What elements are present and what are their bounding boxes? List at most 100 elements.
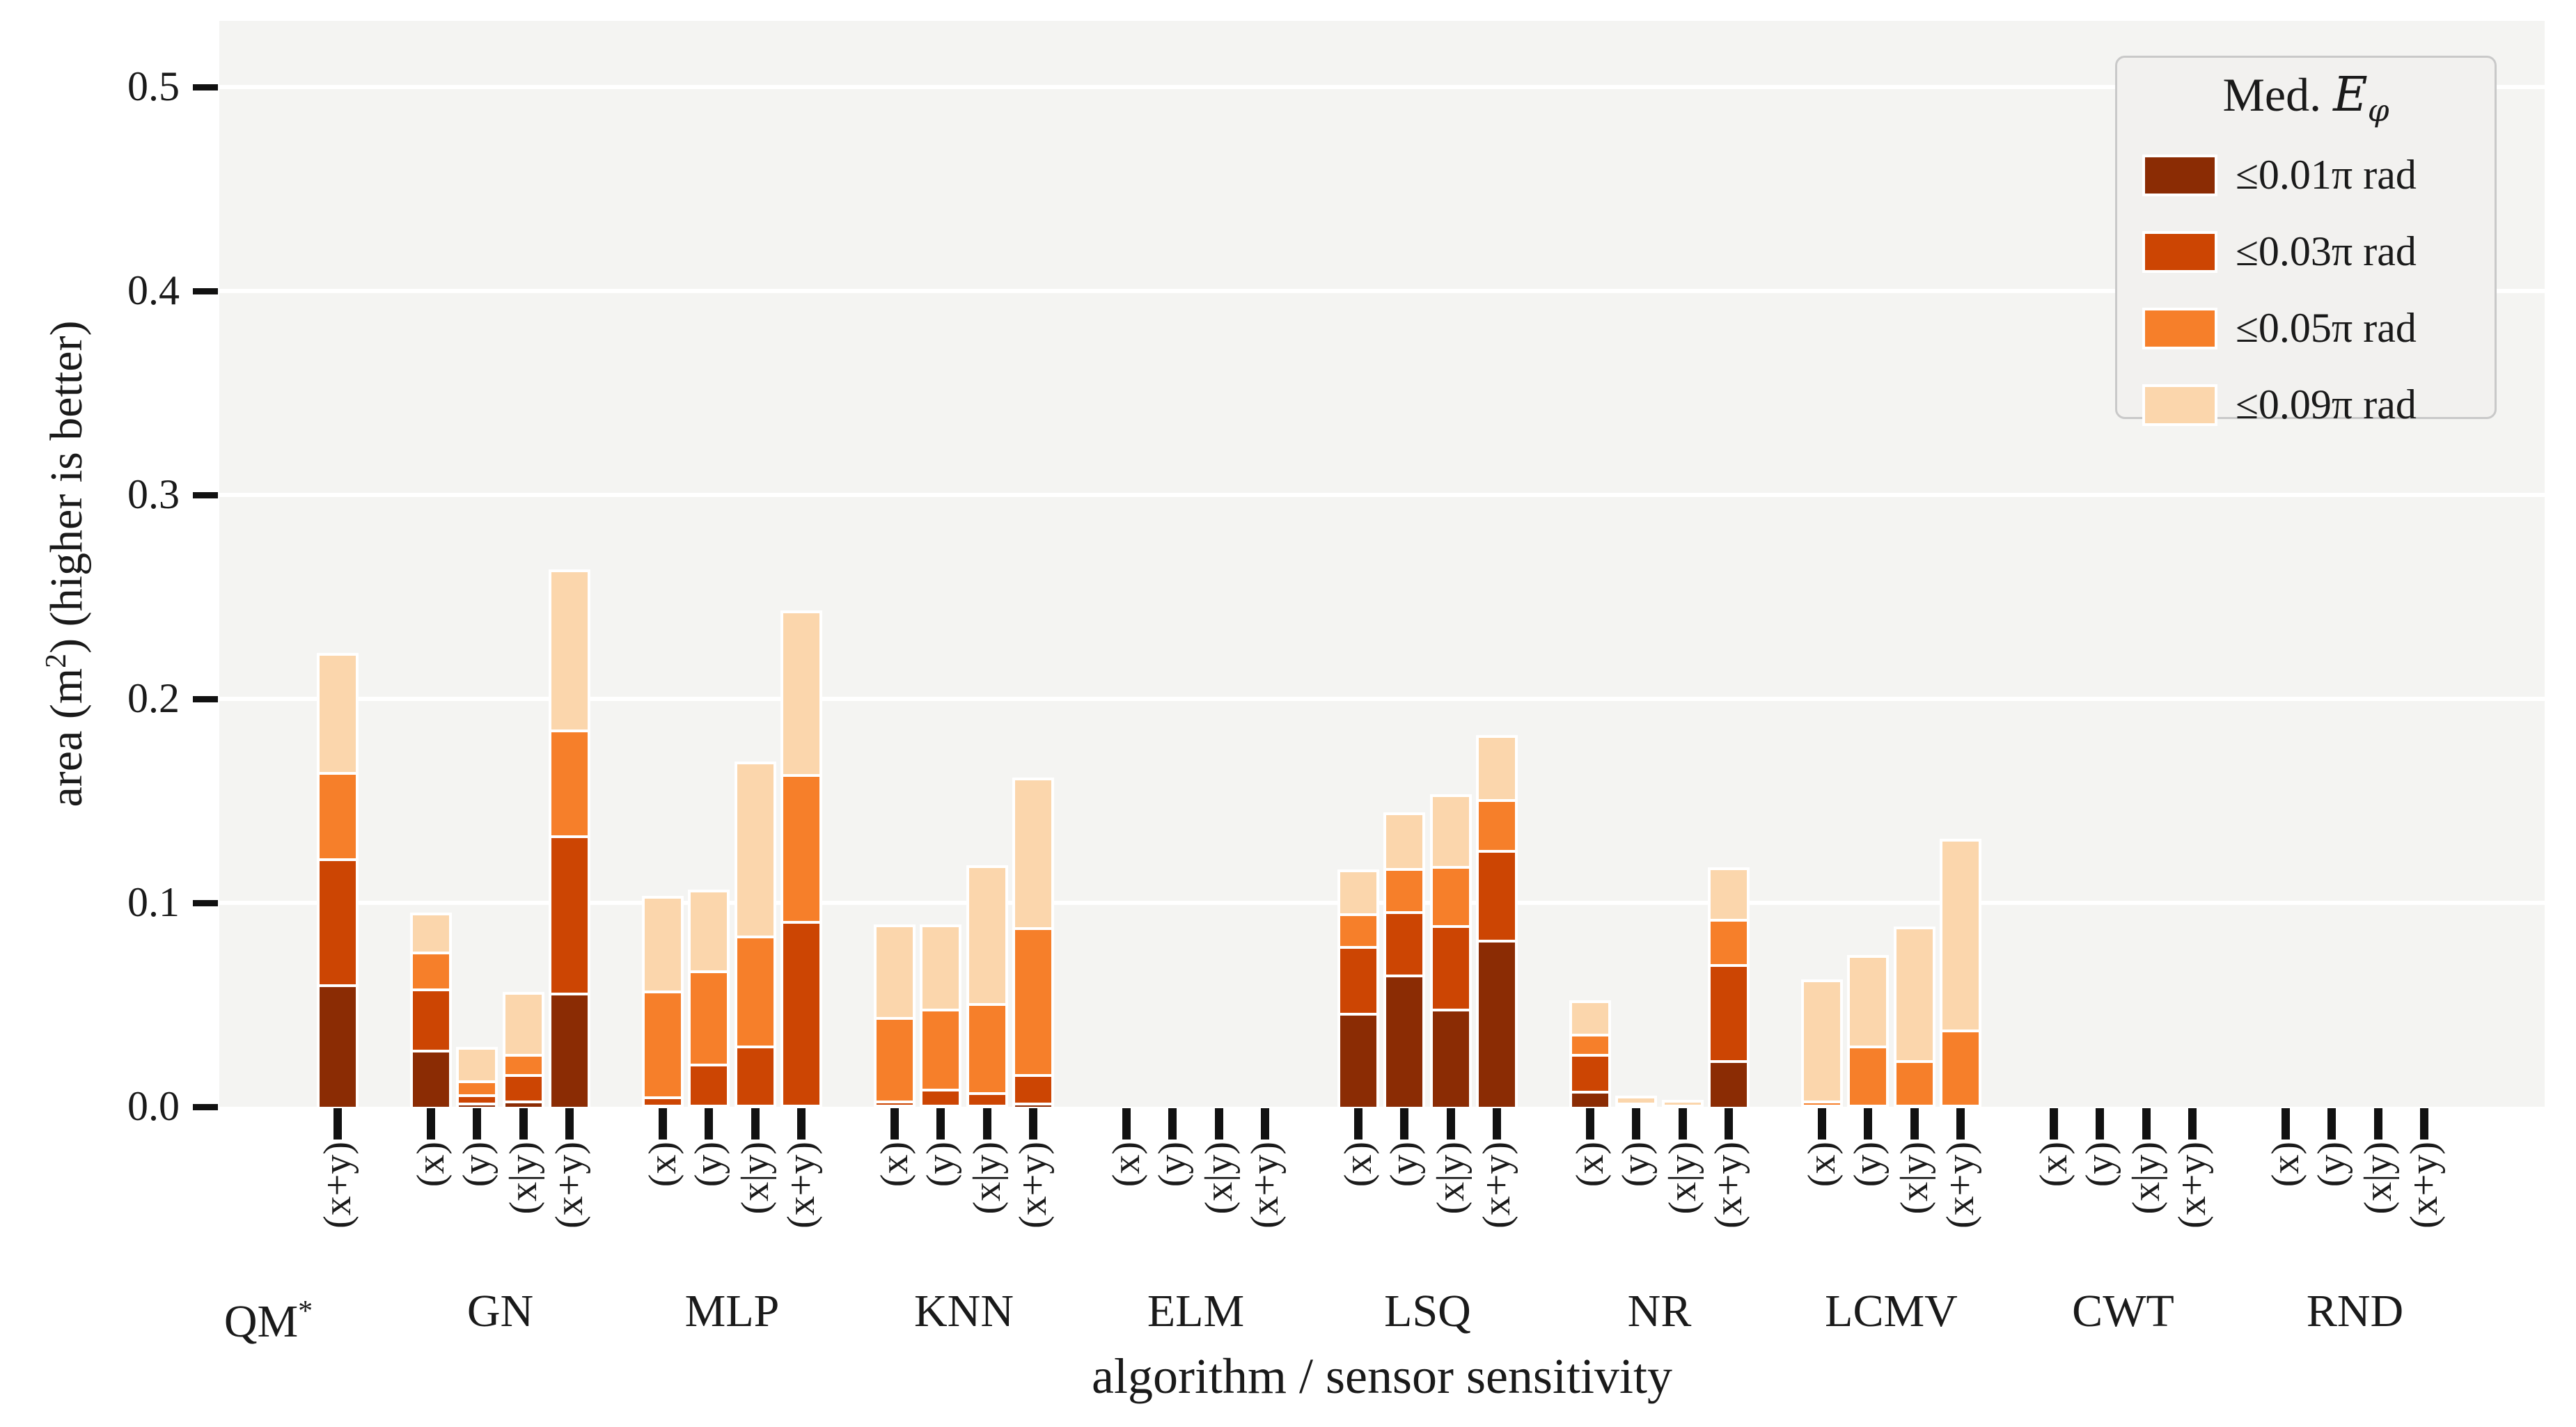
bar-segment bbox=[1383, 812, 1426, 872]
group-label: RND bbox=[2306, 1286, 2404, 1337]
bar-segment bbox=[688, 1102, 730, 1110]
legend-swatch bbox=[2142, 307, 2217, 349]
x-axis-tick bbox=[1353, 1108, 1362, 1140]
bar-segment bbox=[1569, 1030, 1611, 1057]
x-axis-tick bbox=[1585, 1108, 1594, 1140]
legend-entry: ≤0.05π rad bbox=[2117, 290, 2495, 367]
y-axis-tick bbox=[193, 492, 218, 498]
bar-segment bbox=[966, 1000, 1008, 1096]
y-axis-tick-label: 0.3 bbox=[127, 471, 180, 517]
y-axis-tick-label: 0.0 bbox=[127, 1083, 180, 1129]
gridline bbox=[219, 493, 2545, 497]
legend-swatch bbox=[2142, 230, 2217, 273]
y-axis-tick-label: 0.2 bbox=[127, 675, 180, 721]
bar-segment bbox=[317, 981, 359, 1110]
bar-segment bbox=[1429, 794, 1472, 869]
bar-segment bbox=[920, 924, 962, 1012]
x-axis-tick bbox=[936, 1108, 945, 1140]
bar-segment bbox=[1615, 1096, 1658, 1106]
bar-segment bbox=[456, 1100, 498, 1110]
legend-entries: ≤0.01π rad ≤0.03π rad ≤0.05π rad ≤0.09π rad bbox=[2117, 137, 2495, 443]
bar-segment bbox=[920, 1006, 962, 1091]
bar-segment bbox=[1615, 1102, 1658, 1110]
x-axis-tick bbox=[2142, 1108, 2151, 1140]
bar-segment bbox=[456, 1091, 498, 1106]
bar-segment bbox=[1847, 1043, 1890, 1108]
x-axis-tick bbox=[2327, 1108, 2337, 1140]
x-axis-tick bbox=[2096, 1108, 2105, 1140]
group-label: GN bbox=[466, 1286, 534, 1337]
bar-segment bbox=[734, 761, 776, 938]
bar-segment bbox=[641, 1102, 684, 1110]
group-label: MLP bbox=[684, 1286, 780, 1337]
bar-segment bbox=[1476, 796, 1518, 853]
x-axis-tick bbox=[1910, 1108, 1919, 1140]
bar-segment bbox=[502, 1098, 544, 1110]
bar-segment bbox=[409, 949, 452, 992]
bar-segment bbox=[502, 991, 544, 1057]
bar-segment bbox=[641, 987, 684, 1100]
legend-title-sub: φ bbox=[2367, 93, 2389, 129]
legend-title-prefix: Med. bbox=[2222, 68, 2322, 121]
x-axis-tick bbox=[705, 1108, 714, 1140]
bar-segment bbox=[1708, 867, 1750, 922]
y-axis-tick-label: 0.4 bbox=[127, 267, 180, 313]
group-label: KNN bbox=[914, 1286, 1014, 1337]
gridline bbox=[219, 289, 2545, 293]
bar-segment bbox=[873, 1102, 916, 1110]
bar-segment bbox=[1012, 778, 1055, 931]
x-axis-tick bbox=[1632, 1108, 1641, 1140]
x-axis-tick bbox=[333, 1108, 343, 1140]
x-axis-tick bbox=[1864, 1108, 1873, 1140]
bar-segment bbox=[1383, 865, 1426, 914]
group-label: LCMV bbox=[1825, 1286, 1958, 1337]
bar-segment bbox=[1847, 955, 1890, 1049]
bar-segment bbox=[1708, 1057, 1750, 1110]
y-axis-tick bbox=[193, 84, 218, 90]
bar-segment bbox=[734, 1043, 776, 1108]
bar-segment bbox=[1569, 1087, 1611, 1110]
group-label: ELM bbox=[1147, 1286, 1245, 1337]
bar-segment bbox=[1429, 863, 1472, 929]
bar-segment bbox=[780, 771, 823, 924]
bar-segment bbox=[1800, 1102, 1843, 1110]
x-axis-tick bbox=[1678, 1108, 1687, 1140]
bar-segment bbox=[409, 986, 452, 1052]
legend-title: Med. Eφ bbox=[2117, 69, 2495, 137]
bar-segment bbox=[641, 896, 684, 993]
bar-segment bbox=[502, 1050, 544, 1078]
bar-segment bbox=[780, 1102, 823, 1110]
bar-segment bbox=[1940, 1026, 1982, 1108]
bar-segment bbox=[1708, 916, 1750, 967]
bar-segment bbox=[1012, 1071, 1055, 1106]
x-axis-tick bbox=[2281, 1108, 2290, 1140]
legend-entry-label: ≤0.01π rad bbox=[2236, 152, 2417, 198]
x-axis-tick bbox=[2420, 1108, 2429, 1140]
bar-segment bbox=[1337, 1010, 1379, 1110]
bar-segment bbox=[1337, 943, 1379, 1016]
legend-swatch bbox=[2142, 154, 2217, 196]
group-label: CWT bbox=[2072, 1286, 2174, 1337]
bar-segment bbox=[549, 833, 591, 995]
x-axis-title: algorithm / sensor sensitivity bbox=[1092, 1348, 1672, 1404]
x-axis-tick bbox=[1029, 1108, 1038, 1140]
bar-segment bbox=[549, 569, 591, 732]
bar-segment bbox=[873, 1098, 916, 1107]
x-axis-tick bbox=[982, 1108, 991, 1140]
bar-segment bbox=[1940, 839, 1982, 1032]
bar-segment bbox=[780, 610, 823, 778]
bar-segment bbox=[549, 726, 591, 839]
bar-segment bbox=[920, 1102, 962, 1110]
bar-segment bbox=[780, 918, 823, 1108]
bar-segment bbox=[1429, 922, 1472, 1012]
bar-segment bbox=[409, 1046, 452, 1110]
bar-segment bbox=[734, 1102, 776, 1110]
y-axis-tick bbox=[193, 900, 218, 906]
bar-segment bbox=[641, 1094, 684, 1107]
bar-segment bbox=[1569, 1050, 1611, 1094]
x-axis-tick bbox=[1817, 1108, 1826, 1140]
x-axis-tick bbox=[1446, 1108, 1455, 1140]
bar-segment bbox=[1476, 936, 1518, 1110]
group-label: NR bbox=[1627, 1286, 1692, 1337]
